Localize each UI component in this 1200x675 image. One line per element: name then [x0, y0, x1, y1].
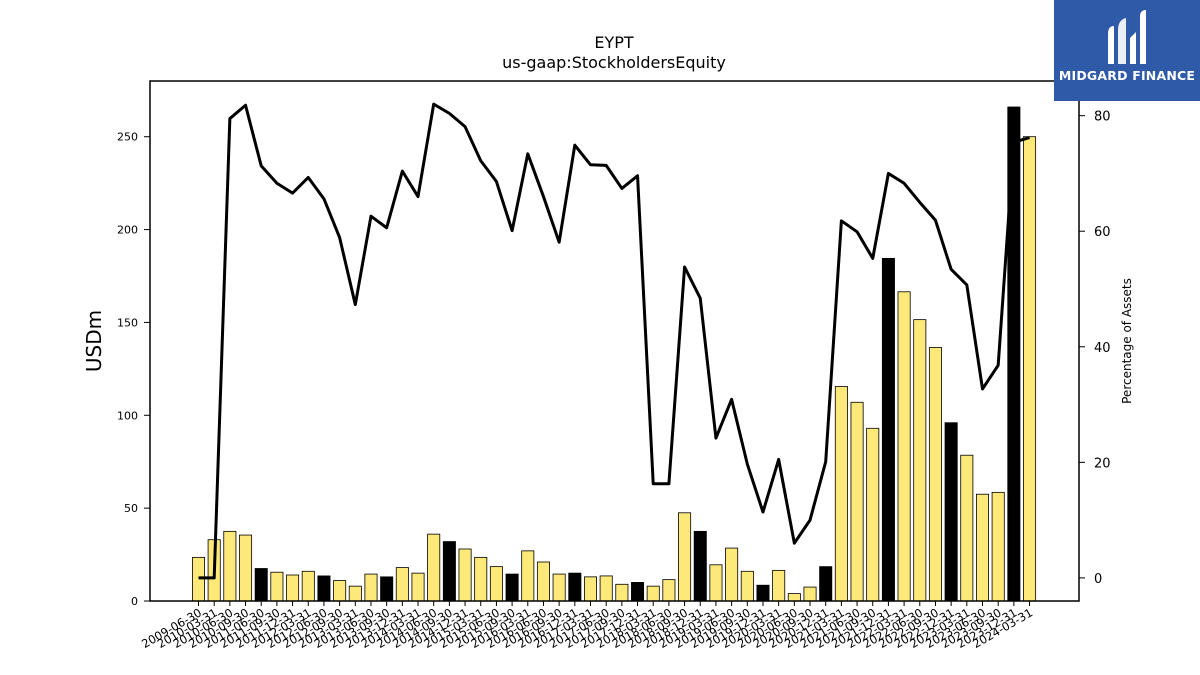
- bar: [928, 347, 942, 602]
- bar: [944, 422, 958, 602]
- bar: [662, 579, 676, 602]
- plot-frame: [149, 80, 1080, 602]
- y2-tick-label: 60: [1094, 225, 1111, 240]
- percentage-line: [198, 102, 1030, 580]
- bar: [693, 530, 707, 602]
- y-tick-label: 200: [117, 224, 138, 237]
- midgard-logo-icon: [1108, 10, 1146, 64]
- bar: [678, 512, 692, 602]
- bar: [286, 574, 300, 602]
- bar: [599, 575, 613, 602]
- bar-series: [191, 106, 1037, 602]
- y2-tick-label: 80: [1094, 110, 1111, 125]
- chart-title: EYPT: [594, 33, 634, 52]
- y2-tick-label: 20: [1094, 456, 1111, 471]
- bar: [772, 569, 786, 602]
- y-tick-label: 100: [117, 409, 138, 422]
- bar: [395, 567, 409, 602]
- bar: [364, 573, 378, 602]
- bar: [552, 573, 566, 602]
- bar: [1007, 106, 1021, 602]
- bar: [536, 561, 550, 602]
- bar: [474, 556, 488, 602]
- y-tick-label: 50: [124, 502, 138, 515]
- y2-axis-label: Percentage of Assets: [1120, 278, 1134, 404]
- y-axis-label: USDm: [82, 310, 106, 372]
- bar: [913, 319, 927, 602]
- bar: [568, 572, 582, 602]
- bar: [270, 571, 284, 602]
- chart-subtitle: us-gaap:StockholdersEquity: [502, 53, 726, 72]
- bar: [709, 564, 723, 602]
- bar: [740, 570, 754, 602]
- bar: [380, 576, 394, 602]
- bar: [458, 548, 472, 602]
- y2-tick-label: 0: [1094, 572, 1102, 587]
- left-axis: 0 50 100 150 200 250: [117, 131, 150, 608]
- bar: [787, 593, 801, 602]
- bar: [819, 566, 833, 602]
- bar: [850, 401, 864, 602]
- x-axis: 2009-06-302010-03-312010-06-302010-09-30…: [139, 601, 1035, 651]
- bar: [584, 576, 598, 602]
- bar: [834, 386, 848, 602]
- y-tick-label: 250: [117, 131, 138, 144]
- y-tick-label: 0: [131, 595, 138, 608]
- bar: [631, 582, 645, 602]
- bar: [489, 566, 503, 602]
- bar: [1023, 136, 1037, 602]
- bar: [333, 580, 347, 602]
- bar: [301, 570, 315, 602]
- bar: [223, 530, 237, 602]
- brand-name: MIDGARD FINANCE: [1058, 68, 1196, 83]
- y2-tick-label: 40: [1094, 341, 1111, 356]
- bar: [239, 534, 253, 602]
- bar: [756, 584, 770, 602]
- bar: [615, 583, 629, 602]
- bar: [427, 533, 441, 602]
- bar: [991, 491, 1005, 602]
- y-tick-label: 150: [117, 316, 138, 329]
- bar: [725, 547, 739, 602]
- bar: [348, 585, 362, 602]
- bar: [866, 427, 880, 602]
- bar: [505, 573, 519, 602]
- bar: [960, 454, 974, 602]
- bar: [521, 550, 535, 602]
- bar: [317, 575, 331, 602]
- right-axis: 0 20 40 60 80: [1079, 110, 1111, 587]
- brand-logo: MIDGARD FINANCE: [1054, 0, 1200, 101]
- bar: [881, 257, 895, 602]
- bar: [897, 291, 911, 602]
- bar: [976, 493, 990, 602]
- bar: [254, 568, 268, 602]
- bar: [646, 585, 660, 602]
- bar: [411, 572, 425, 602]
- bar: [803, 586, 817, 602]
- bar: [442, 541, 456, 602]
